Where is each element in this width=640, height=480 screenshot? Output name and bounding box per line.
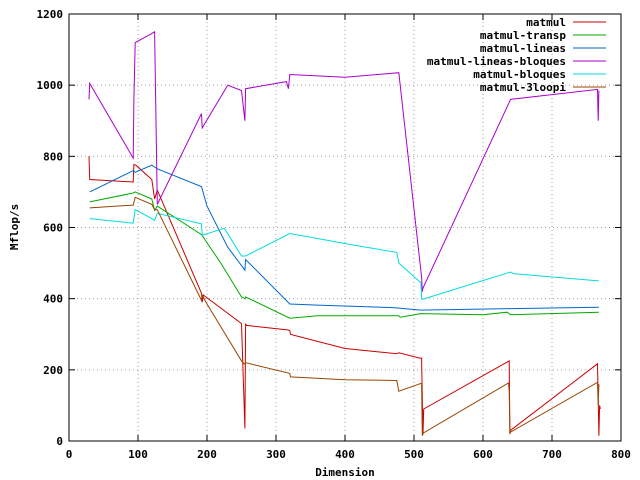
axis-ticks: 0 100 200 300 400 500 600 700 800 0 200 400 600 800 10… xyxy=(37,8,631,461)
x-tick-label: 0 xyxy=(66,448,73,461)
x-axis-label: Dimension xyxy=(315,466,375,479)
grid-lines xyxy=(69,14,621,441)
series-line-matmul-lineas xyxy=(89,164,599,311)
y-tick-label: 400 xyxy=(43,293,63,306)
series-lines xyxy=(88,30,601,436)
series-line-matmul-transp xyxy=(89,191,599,319)
series-line-matmul-3loopi xyxy=(89,196,600,436)
x-tick-label: 300 xyxy=(266,448,286,461)
y-tick-label: 200 xyxy=(43,364,63,377)
y-axis-label: Mflop/s xyxy=(8,204,21,250)
series-line-matmul-lineas-bloques xyxy=(88,30,600,292)
y-tick-label: 1000 xyxy=(37,79,64,92)
x-tick-label: 500 xyxy=(404,448,424,461)
legend-label: matmul-3loopi xyxy=(480,81,566,94)
legend-label: matmul xyxy=(526,16,566,29)
legend: matmulmatmul-transpmatmul-lineasmatmul-l… xyxy=(427,16,606,94)
series-line-matmul-bloques xyxy=(89,208,599,301)
legend-label: matmul-lineas-bloques xyxy=(427,55,566,68)
x-tick-label: 200 xyxy=(197,448,217,461)
y-tick-label: 0 xyxy=(56,435,63,448)
x-tick-label: 800 xyxy=(611,448,631,461)
y-tick-label: 1200 xyxy=(37,8,64,21)
legend-label: matmul-bloques xyxy=(473,68,566,81)
x-tick-label: 600 xyxy=(473,448,493,461)
x-tick-label: 400 xyxy=(335,448,355,461)
legend-label: matmul-lineas xyxy=(480,42,566,55)
y-tick-label: 600 xyxy=(43,222,63,235)
legend-label: matmul-transp xyxy=(480,29,566,42)
x-tick-label: 700 xyxy=(542,448,562,461)
x-tick-label: 100 xyxy=(128,448,148,461)
y-tick-label: 800 xyxy=(43,150,63,163)
